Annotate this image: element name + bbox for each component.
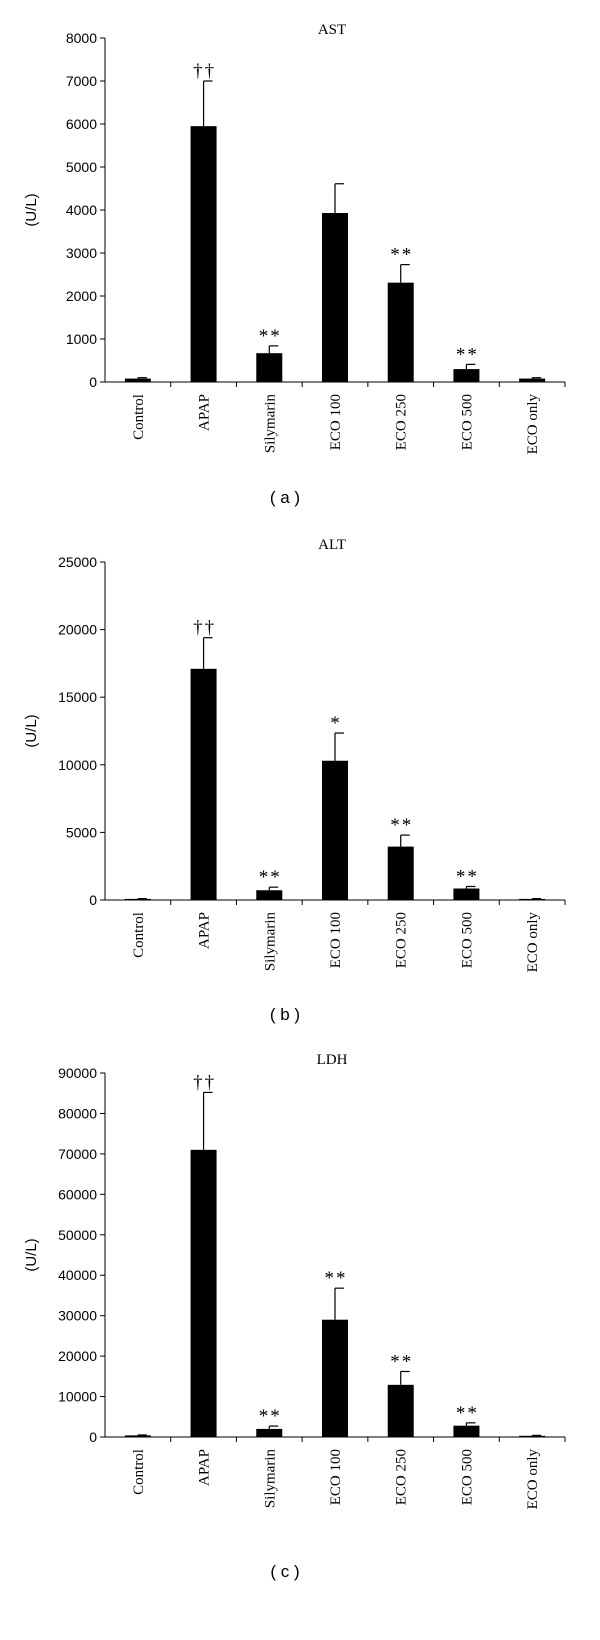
category-label: ECO 100	[328, 1449, 344, 1505]
category-label: ECO 500	[459, 394, 475, 450]
panel-label: ( a )	[270, 488, 300, 507]
bar-eco-250	[387, 282, 414, 382]
category-label: ECO 500	[459, 912, 475, 968]
category-label: ECO 100	[328, 912, 344, 968]
bar-eco-100	[322, 760, 348, 900]
bar-silymarin	[256, 353, 283, 382]
chart-panel-c: LDH 0 10000 20000 30000 40000 50000 60000 70000 8…	[23, 1052, 566, 1581]
category-label: Silymarin	[262, 912, 278, 972]
category-label: APAP	[197, 394, 213, 431]
bar-eco-500	[453, 888, 480, 900]
y-tick-label: 30000	[58, 1308, 97, 1324]
significance-marker: ††	[193, 1072, 216, 1093]
category-label: APAP	[197, 1449, 213, 1486]
y-tick-label: 40000	[58, 1267, 97, 1283]
significance-marker: ††	[193, 61, 216, 82]
y-tick-label: 10000	[58, 757, 97, 773]
y-axis-label: (U/L)	[23, 1238, 40, 1271]
category-label: Silymarin	[262, 394, 278, 454]
bar-eco-100	[322, 1319, 348, 1437]
bar-eco-only	[519, 378, 546, 382]
category-label: Control	[131, 394, 147, 440]
y-tick-label: 5000	[66, 159, 97, 175]
y-tick-label: 8000	[66, 30, 97, 46]
category-label: ECO 250	[394, 394, 410, 450]
bar-apap	[190, 1149, 217, 1437]
bar-control	[124, 378, 151, 382]
bar-eco-500	[453, 369, 480, 382]
category-label: APAP	[197, 912, 213, 949]
y-tick-label: 70000	[58, 1146, 97, 1162]
y-tick-label: 20000	[58, 622, 97, 638]
y-tick-label: 15000	[58, 689, 97, 705]
y-tick-label: 0	[89, 1429, 97, 1445]
category-label: ECO 500	[459, 1449, 475, 1505]
chart-title: AST	[318, 22, 346, 38]
chart-panel-a: AST 0 1000 2000 3000 4000 5000 6000 7000 8000 (U/L…	[23, 22, 566, 507]
bar-silymarin	[256, 890, 283, 900]
y-axis-label: (U/L)	[23, 714, 40, 747]
panel-label: ( b )	[270, 1005, 300, 1024]
category-label: Control	[131, 1449, 147, 1495]
bar-eco-500	[453, 1425, 480, 1437]
y-tick-label: 7000	[66, 73, 97, 89]
y-tick-label: 3000	[66, 245, 97, 261]
bar-apap	[190, 126, 217, 383]
category-label: ECO only	[525, 912, 541, 973]
bar-eco-only	[519, 1435, 546, 1437]
y-tick-label: 6000	[66, 116, 97, 132]
category-label: Control	[131, 912, 147, 958]
significance-marker: **	[259, 326, 282, 347]
significance-marker: **	[456, 344, 479, 365]
significance-marker: ††	[193, 618, 216, 639]
category-label: ECO 100	[328, 394, 344, 450]
category-label: ECO 250	[394, 912, 410, 968]
y-tick-label: 0	[89, 374, 97, 390]
significance-marker: **	[325, 1268, 348, 1289]
bar-eco-250	[387, 1384, 414, 1437]
significance-marker: **	[456, 866, 479, 887]
y-tick-label: 25000	[58, 554, 97, 570]
bar-eco-only	[519, 898, 546, 900]
y-tick-label: 1000	[66, 331, 97, 347]
category-label: Silymarin	[262, 1449, 278, 1509]
significance-marker: **	[390, 1351, 413, 1372]
bar-control	[124, 1435, 151, 1437]
y-tick-label: 90000	[58, 1065, 97, 1081]
category-label: ECO only	[525, 1449, 541, 1510]
significance-marker: **	[456, 1403, 479, 1424]
y-tick-label: 4000	[66, 202, 97, 218]
significance-marker: **	[259, 867, 282, 888]
bar-control	[124, 898, 151, 900]
y-tick-label: 2000	[66, 288, 97, 304]
y-tick-label: 10000	[58, 1389, 97, 1405]
y-tick-label: 20000	[58, 1348, 97, 1364]
y-tick-label: 60000	[58, 1186, 97, 1202]
bar-eco-100	[322, 213, 348, 382]
significance-marker: **	[390, 245, 413, 266]
bar-eco-250	[387, 846, 414, 900]
category-label: ECO only	[525, 394, 541, 455]
chart-title: ALT	[318, 537, 346, 553]
panel-label: ( c )	[270, 1562, 299, 1581]
bar-silymarin	[256, 1428, 283, 1437]
category-label: ECO 250	[394, 1449, 410, 1505]
chart-title: LDH	[317, 1052, 348, 1068]
y-axis-label: (U/L)	[23, 193, 40, 226]
significance-marker: *	[330, 713, 342, 734]
bar-apap	[190, 668, 217, 900]
y-tick-label: 5000	[66, 824, 97, 840]
significance-marker: **	[390, 815, 413, 836]
y-tick-label: 80000	[58, 1105, 97, 1121]
chart-panel-b: ALT 0 5000 10000 15000 20000 25000 (U/L) Control…	[23, 537, 566, 1024]
y-tick-label: 0	[89, 892, 97, 908]
y-tick-label: 50000	[58, 1227, 97, 1243]
significance-marker: **	[259, 1406, 282, 1427]
